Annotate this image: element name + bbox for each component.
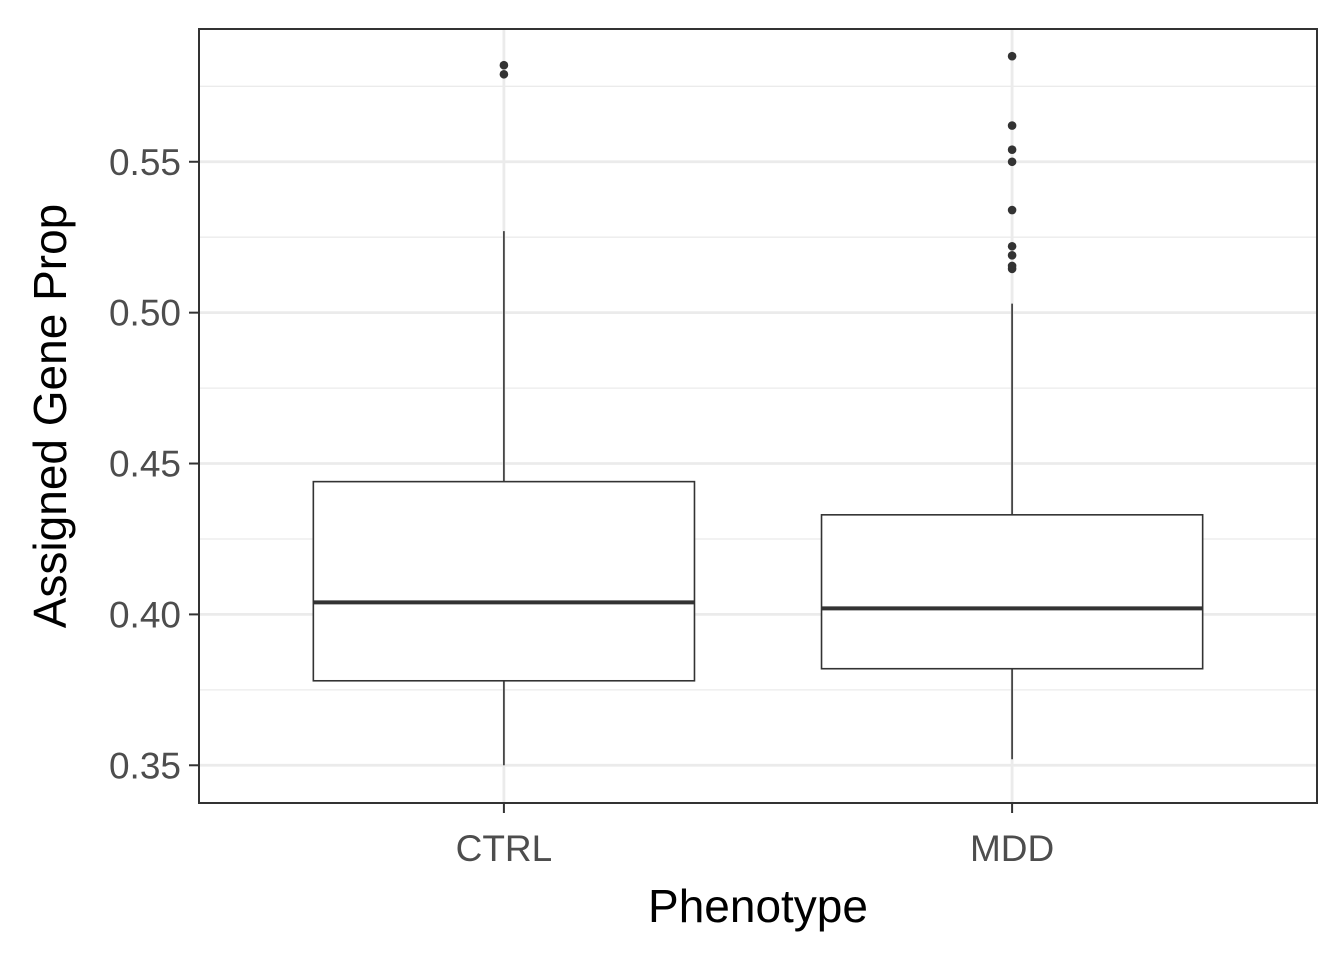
outlier-point	[1007, 205, 1017, 215]
iqr-box	[312, 480, 696, 682]
axes: 0.35 0.40 0.45 0.50 0.55 CTRL MDD	[109, 142, 1054, 869]
y-tick-label: 0.40	[109, 594, 181, 635]
y-tick-label: 0.45	[109, 444, 181, 485]
y-tick-label: 0.55	[109, 142, 181, 183]
outlier-point	[499, 69, 509, 79]
y-tick-label: 0.35	[109, 745, 181, 786]
iqr-box	[820, 514, 1204, 670]
y-axis-title: Assigned Gene Prop	[24, 204, 76, 629]
outlier-point	[1007, 51, 1017, 61]
outlier-point	[1007, 157, 1017, 167]
x-tick-label: CTRL	[456, 828, 553, 869]
x-axis-title: Phenotype	[648, 880, 868, 932]
outlier-point	[1007, 251, 1017, 260]
outlier-point	[1007, 261, 1017, 271]
y-tick-label: 0.50	[109, 293, 181, 334]
outlier-point	[499, 60, 509, 70]
box-group-ctrl	[312, 60, 696, 766]
outlier-point	[1007, 241, 1017, 251]
box-group-mdd	[820, 51, 1204, 760]
outlier-point	[1007, 121, 1017, 130]
boxes	[312, 51, 1204, 766]
panel-border	[198, 28, 1318, 804]
x-tick-label: MDD	[970, 828, 1054, 869]
outlier-point	[1007, 145, 1017, 155]
